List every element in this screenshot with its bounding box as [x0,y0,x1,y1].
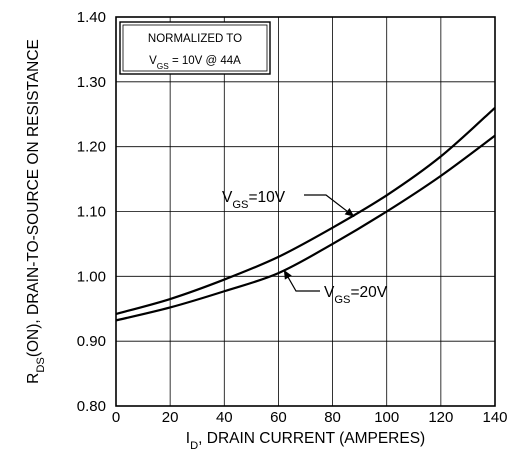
series-line-vgs-10v [115,106,496,315]
y-tick-label: 1.30 [77,74,106,91]
x-tick-label: 60 [270,409,287,426]
note-line-2: VGS = 10V @ 44A [149,55,241,71]
note-line-1: NORMALIZED TO [148,33,242,45]
x-tick-label: 40 [216,409,233,426]
y-axis-label: RDS(ON), DRAIN-TO-SOURCE ON RESISTANCE [25,39,47,384]
grid [116,17,495,406]
callout-vgs-10v: VGS=10V [222,189,355,218]
y-tick-label: 1.20 [77,139,106,156]
x-tick-label: 120 [428,409,453,426]
y-tick-label: 1.40 [77,9,106,26]
x-tick-label: 140 [482,409,507,426]
y-tick-label: 1.10 [77,204,106,221]
x-tick-label: 80 [324,409,341,426]
labels-group: 0 20 40 60 80 100 120 140 0.80 0.90 1.00 1.10 1.20 1.… [25,9,508,452]
arrowhead-vgs-20v [283,269,292,280]
note-box [119,21,271,75]
x-tick-label: 20 [162,409,179,426]
y-tick-label: 1.00 [77,268,106,285]
plot-frame [115,16,496,407]
note-inner-border [122,24,268,72]
series-group [115,106,496,322]
leader-line-vgs-20v [283,269,320,292]
normalization-note: NORMALIZED TO VGS = 10V @ 44A [119,21,271,75]
callout-vgs-20v: VGS=20V [283,269,388,306]
series-label-vgs-10v: VGS=10V [222,189,286,211]
series-line-vgs-20v [115,134,496,322]
arrowhead-vgs-10v [344,208,355,217]
leader-line-vgs-10v [304,194,355,218]
x-axis-label: ID, DRAIN CURRENT (AMPERES) [186,430,425,451]
x-tick-label: 100 [374,409,399,426]
y-tick-label: 0.90 [77,333,106,350]
y-tick-label: 0.80 [77,398,106,415]
axes [115,16,496,407]
series-label-vgs-20v: VGS=20V [324,284,388,306]
x-tick-label: 0 [112,409,120,426]
